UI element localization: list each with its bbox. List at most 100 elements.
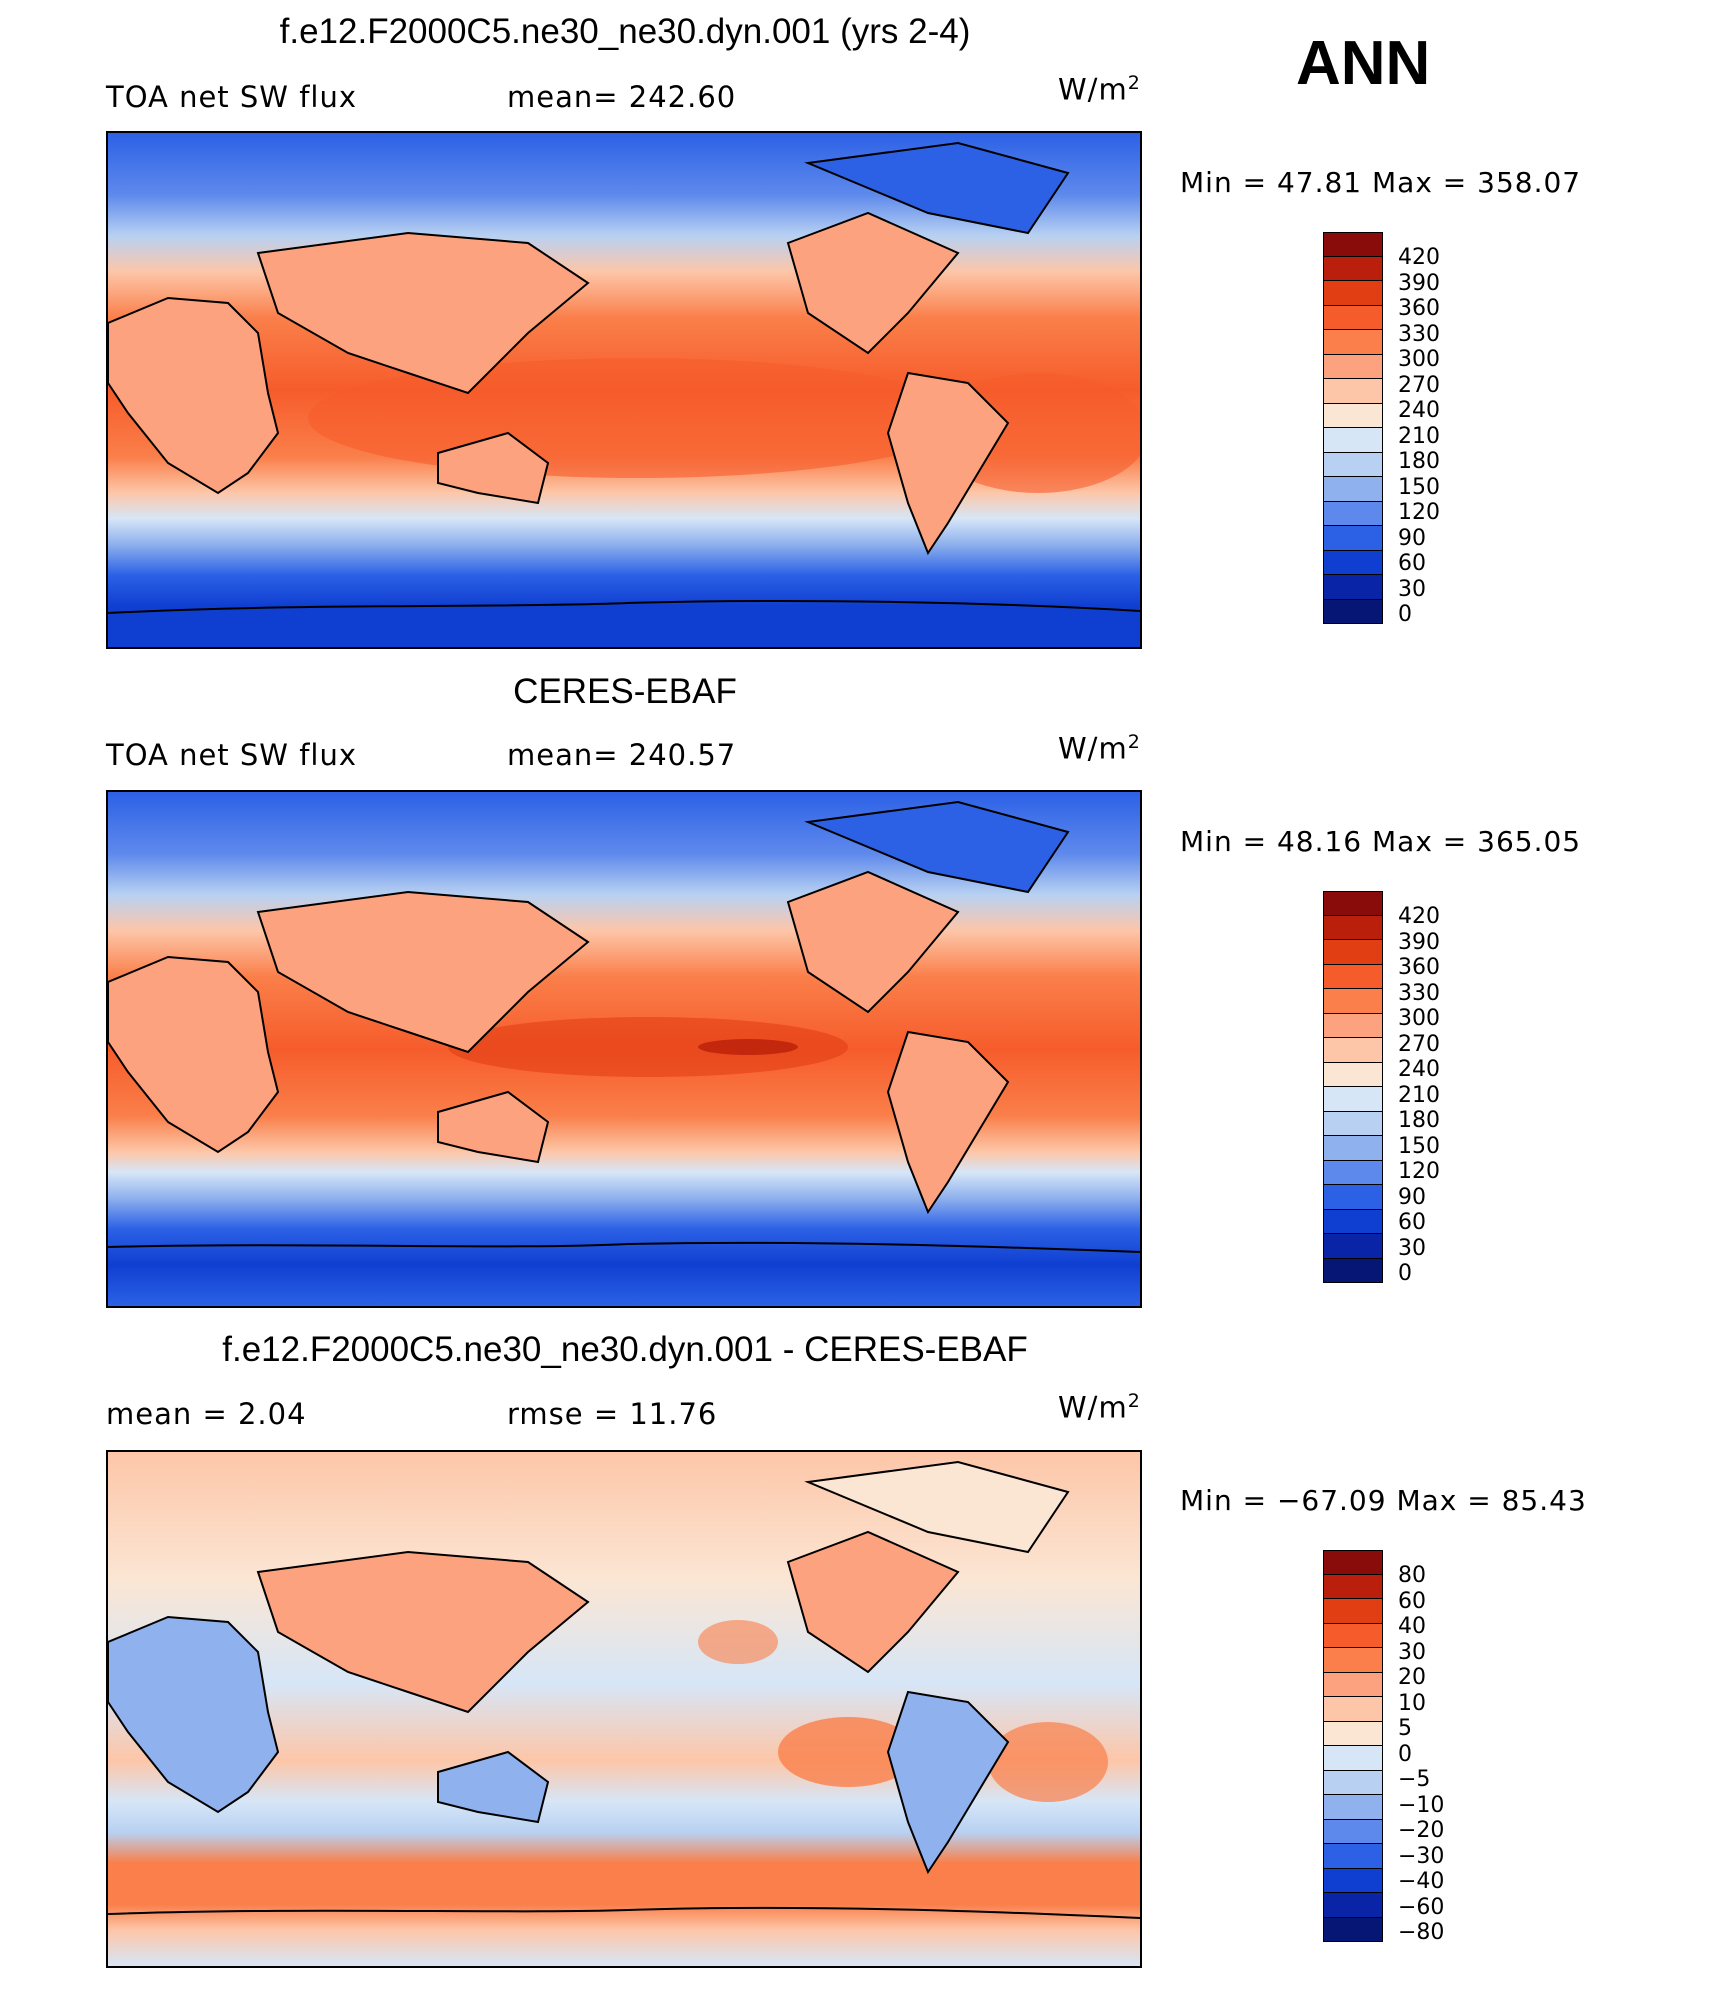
- colorbar-tick-label: 90: [1398, 525, 1426, 551]
- colorbar-swatch: [1323, 1574, 1383, 1599]
- colorbar-swatch: [1323, 1599, 1383, 1624]
- colorbar-tick-label: 40: [1398, 1614, 1426, 1639]
- colorbar-tick-label: 360: [1398, 296, 1440, 321]
- colorbar-tick-label: 5: [1398, 1716, 1412, 1741]
- colorbar-swatch: [1323, 232, 1383, 257]
- colorbar-tick-label: −5: [1398, 1767, 1431, 1792]
- colorbar-tick-label: 390: [1398, 270, 1440, 296]
- colorbar-swatch: [1323, 1062, 1383, 1087]
- colorbar-tick-label: 180: [1398, 449, 1440, 474]
- colorbar-tick-label: 420: [1398, 245, 1440, 270]
- colorbar-swatch: [1323, 1721, 1383, 1746]
- colorbar-tick-label: 240: [1398, 1057, 1440, 1082]
- colorbar-swatch: [1323, 452, 1383, 477]
- panel-2-observation-map: [106, 790, 1142, 1308]
- colorbar-tick-label: 120: [1398, 500, 1440, 525]
- panel-1-minmax: Min = 47.81 Max = 358.07: [1180, 166, 1582, 199]
- colorbar-tick-label: 360: [1398, 955, 1440, 980]
- colorbar-tick-label: 60: [1398, 1588, 1426, 1614]
- colorbar-swatch: [1323, 1087, 1383, 1112]
- colorbar-swatch: [1323, 1550, 1383, 1575]
- colorbar-swatch: [1323, 1648, 1383, 1673]
- colorbar-swatch: [1323, 915, 1383, 940]
- colorbar-tick-label: 240: [1398, 398, 1440, 423]
- colorbar-swatch: [1323, 1038, 1383, 1063]
- colorbar-swatch: [1323, 1868, 1383, 1893]
- colorbar-tick-label: 150: [1398, 474, 1440, 500]
- colorbar-swatch: [1323, 403, 1383, 428]
- colorbar-swatch: [1323, 281, 1383, 306]
- colorbar-tick-label: −60: [1398, 1894, 1445, 1920]
- colorbar-swatch: [1323, 379, 1383, 404]
- panel-2-mean-label: mean= 240.57: [507, 738, 737, 772]
- colorbar-swatch: [1323, 940, 1383, 965]
- colorbar-swatch: [1323, 526, 1383, 551]
- colorbar-tick-label: 300: [1398, 347, 1440, 372]
- panel-1-title: f.e12.F2000C5.ne30_ne30.dyn.001 (yrs 2-4…: [279, 12, 971, 51]
- colorbar-swatch: [1323, 305, 1383, 330]
- colorbar-swatch: [1323, 599, 1383, 624]
- colorbar-tick-label: 80: [1398, 1563, 1426, 1588]
- colorbar-tick-label: 0: [1398, 602, 1412, 627]
- colorbar-tick-label: 210: [1398, 1082, 1440, 1108]
- colorbar-tick-label: −10: [1398, 1792, 1445, 1818]
- colorbar-tick-label: 210: [1398, 423, 1440, 449]
- colorbar-swatch: [1323, 575, 1383, 600]
- colorbar-swatch: [1323, 964, 1383, 989]
- colorbar-swatch: [1323, 1136, 1383, 1161]
- colorbar-swatch: [1323, 1746, 1383, 1771]
- colorbar-swatch: [1323, 330, 1383, 355]
- colorbar-swatch: [1323, 428, 1383, 453]
- colorbar-tick-label: 60: [1398, 1210, 1426, 1235]
- panel-3-title: f.e12.F2000C5.ne30_ne30.dyn.001 - CERES-…: [222, 1330, 1028, 1369]
- colorbar-tick-label: 30: [1398, 1235, 1426, 1261]
- colorbar-tick-label: 120: [1398, 1159, 1440, 1184]
- colorbar-tick-label: 270: [1398, 1031, 1440, 1057]
- panel-1-mean-label: mean= 242.60: [507, 80, 737, 114]
- colorbar-swatch: [1323, 1234, 1383, 1259]
- colorbar-swatch: [1323, 1013, 1383, 1038]
- panel-1-variable-label: TOA net SW flux: [106, 80, 358, 114]
- colorbar-swatch: [1323, 1258, 1383, 1283]
- panel-1-model-map: [106, 131, 1142, 649]
- colorbar-tick-label: −30: [1398, 1843, 1445, 1869]
- panel-3-mean-label: mean = 2.04: [106, 1397, 307, 1431]
- panel-2-units: W/m2: [1058, 731, 1141, 766]
- colorbar-tick-label: 270: [1398, 372, 1440, 398]
- colorbar-swatch: [1323, 1770, 1383, 1795]
- colorbar-swatch: [1323, 501, 1383, 526]
- colorbar-tick-label: 390: [1398, 929, 1440, 955]
- panel-3-difference-map: [106, 1450, 1142, 1968]
- season-label: ANN: [1296, 29, 1431, 98]
- colorbar-swatch: [1323, 1185, 1383, 1210]
- panel-2-title: CERES-EBAF: [513, 672, 737, 711]
- colorbar-swatch: [1323, 1795, 1383, 1820]
- colorbar-swatch: [1323, 1672, 1383, 1697]
- colorbar-swatch: [1323, 1893, 1383, 1918]
- colorbar-tick-label: −20: [1398, 1818, 1445, 1843]
- colorbar-tick-label: −40: [1398, 1869, 1445, 1894]
- colorbar-tick-label: 20: [1398, 1665, 1426, 1690]
- panel-2-colorbar: [1323, 891, 1385, 1283]
- colorbar-swatch: [1323, 1623, 1383, 1648]
- panel-2-minmax: Min = 48.16 Max = 365.05: [1180, 825, 1582, 858]
- colorbar-swatch: [1323, 1917, 1383, 1942]
- colorbar-swatch: [1323, 989, 1383, 1014]
- panel-3-units: W/m2: [1058, 1390, 1141, 1425]
- colorbar-tick-label: −80: [1398, 1920, 1445, 1945]
- colorbar-tick-label: 0: [1398, 1261, 1412, 1286]
- colorbar-swatch: [1323, 1111, 1383, 1136]
- colorbar-tick-label: 30: [1398, 576, 1426, 602]
- colorbar-tick-label: 10: [1398, 1690, 1426, 1716]
- panel-1-colorbar: [1323, 232, 1385, 624]
- colorbar-swatch: [1323, 477, 1383, 502]
- panel-3-colorbar: [1323, 1550, 1385, 1942]
- colorbar-swatch: [1323, 256, 1383, 281]
- colorbar-swatch: [1323, 1819, 1383, 1844]
- colorbar-tick-label: 180: [1398, 1108, 1440, 1133]
- colorbar-swatch: [1323, 550, 1383, 575]
- colorbar-tick-label: 330: [1398, 980, 1440, 1006]
- colorbar-swatch: [1323, 1160, 1383, 1185]
- colorbar-tick-label: 90: [1398, 1184, 1426, 1210]
- panel-3-rmse-label: rmse = 11.76: [507, 1397, 718, 1431]
